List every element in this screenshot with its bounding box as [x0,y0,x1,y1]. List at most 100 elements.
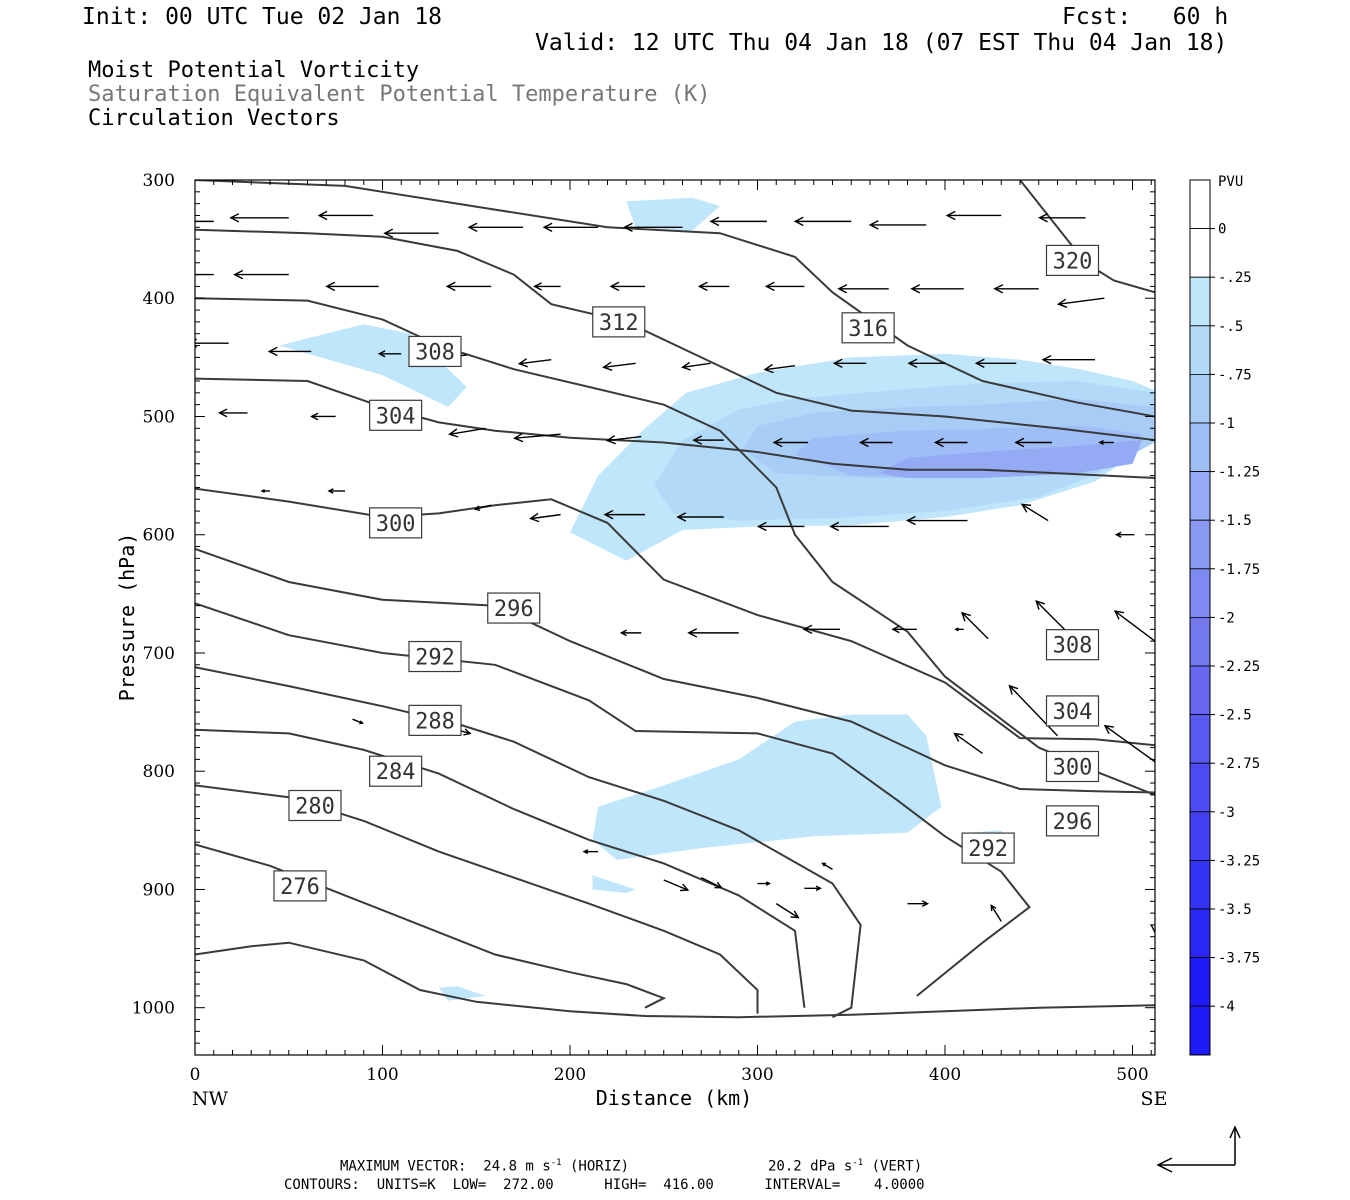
vector-head [763,363,774,374]
vector-shaft [514,433,561,439]
circulation-vector [195,273,214,276]
contour-label-text: 316 [848,317,888,342]
circulation-vector [622,222,683,233]
colorbar-cell [1189,617,1211,667]
vector-head [359,720,364,725]
vector-head [448,428,459,438]
circulation-vector [1103,724,1155,763]
vector-head [1113,610,1125,620]
contour-label-box [961,832,1015,864]
circulation-vector [310,412,336,421]
contour-label: 300 [1045,750,1100,783]
circulation-vector [945,210,1002,221]
contour-label-box [1045,244,1100,277]
contour-label-text: 308 [1053,634,1093,659]
colorbar-cell [1189,762,1211,813]
x-tick-label: 0 [190,1065,201,1085]
circulation-vector [954,627,964,632]
colorbar-label: -3.25 [1218,853,1260,869]
contour-label: 292 [408,640,462,673]
colorbar-cell [1189,373,1211,424]
circulation-vector [905,515,968,526]
colorbar-label: -1.5 [1218,513,1252,529]
colorbar-label: -.5 [1218,319,1243,335]
circulation-vector [377,350,402,358]
y-tick-label: 300 [143,171,175,191]
circulation-vector [1014,437,1052,448]
vector-head [832,358,843,369]
vector-head [1103,724,1115,735]
vector-head [1114,531,1122,538]
contour-label-box [288,789,342,822]
colorbar-cell [1189,665,1211,715]
circulation-vector [910,284,964,294]
contour-label: 300 [369,507,423,539]
vector-head [765,881,772,886]
colorbar-label: 0 [1218,222,1226,238]
colorbar-label: -3.75 [1218,951,1260,967]
vector-head [1056,298,1068,308]
contour-label: 292 [961,832,1015,864]
circulation-vector [383,228,439,238]
vector-shaft [603,362,636,368]
circulation-vector [1020,503,1049,522]
theta-contour-316 [195,228,1155,442]
circulation-vector [1038,213,1086,223]
vector-head [709,216,720,227]
vector-head [815,885,822,892]
vector-head [993,284,1004,294]
colorbar-label: -1.25 [1218,465,1260,481]
vector-shaft [961,612,989,640]
circulation-vector [757,881,772,886]
vector-shaft [449,427,486,436]
circulation-vector [195,220,214,223]
y-tick-label: 400 [143,289,175,309]
colorbar-cell [1189,228,1211,278]
contour-label-box [841,312,895,344]
vector-head [327,488,334,494]
vector-head [533,282,542,291]
reference-vert-head [1229,1125,1241,1139]
contour-label-text: 292 [968,837,1008,862]
colorbar-label: -2.25 [1218,659,1260,675]
vector-shaft [519,359,552,365]
vector-head [681,361,691,371]
circulation-vector [700,877,723,889]
vector-shaft [682,362,711,368]
x-tick-label: 500 [1116,1065,1148,1085]
circulation-vector [993,284,1039,294]
vector-head [714,881,723,889]
circulation-vector [327,488,345,494]
reference-horiz-head [1156,1157,1173,1173]
circulation-vector [602,361,636,371]
circulation-vector [1150,924,1155,934]
vector-shaft [475,504,492,510]
vector-head [603,509,614,520]
circulation-vector [961,611,989,640]
vector-shaft [822,862,833,870]
x-tick-label: 200 [554,1065,586,1085]
vector-head [858,437,869,448]
max-vector-note: MAXIMUM VECTOR: 24.8 m s-1 (HORIZ) [340,1158,629,1175]
contour-label-box [273,870,327,902]
contour-label-box [1045,695,1100,727]
contour-label-text: 300 [376,512,416,537]
circulation-vector [533,282,561,291]
max-vert-exp: -1 [852,1158,864,1168]
circulation-vector [832,358,867,369]
circulation-vector [793,216,852,227]
circulation-vector [756,521,805,532]
circulation-vector [1041,354,1095,365]
vector-head [1035,600,1046,610]
vector-head [602,361,613,371]
circulation-vector [821,862,833,870]
vector-head [868,220,879,230]
colorbar-cell [1189,908,1211,958]
se-label: SE [1141,1088,1168,1110]
circulation-vector [953,732,983,755]
colorbar-label: -2.75 [1218,756,1260,772]
contour-label-box [369,755,423,787]
circulation-vector [907,900,930,908]
vector-head [1041,354,1052,365]
vector-head [692,435,703,445]
